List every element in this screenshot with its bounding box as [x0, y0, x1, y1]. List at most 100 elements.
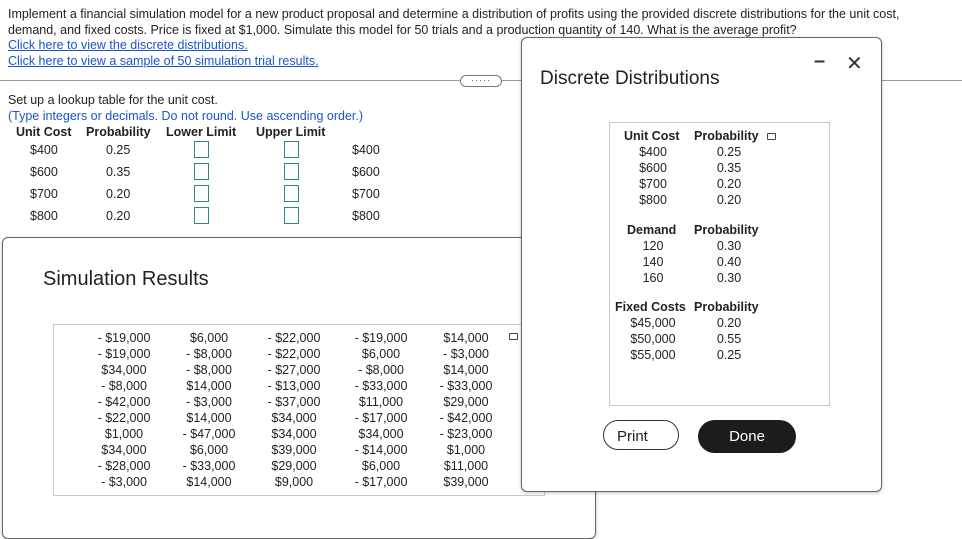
unit-cost-values: $400 $600 $700 $800 — [638, 144, 668, 208]
print-button[interactable]: Print — [603, 420, 679, 450]
sim-cell: $34,000 — [271, 427, 317, 441]
lower-limit-input-2[interactable] — [194, 185, 209, 202]
view-results-link[interactable]: Click here to view a sample of 50 simula… — [8, 54, 319, 68]
sim-cell: - $42,000 — [97, 395, 151, 409]
header-upper-limit: Upper Limit — [256, 125, 326, 139]
lookup-value-0: $400 — [352, 143, 380, 157]
upper-limit-input-1[interactable] — [284, 163, 299, 180]
unit-cost-probs: 0.25 0.35 0.20 0.20 — [714, 144, 744, 208]
sim-cell: - $33,000 — [354, 379, 408, 393]
unit-cost-prob: 0.35 — [716, 161, 742, 175]
distributions-title: Discrete Distributions — [540, 68, 720, 89]
sim-cell: $34,000 — [271, 411, 317, 425]
close-icon[interactable]: ✕ — [846, 53, 863, 75]
sim-cell: - $19,000 — [97, 347, 151, 361]
sim-column-5: $14,000 - $3,000 $14,000 - $33,000 $29,0… — [426, 330, 506, 490]
demand-prob-header: Probability — [694, 223, 759, 237]
sim-cell: $14,000 — [443, 331, 489, 345]
lookup-prob-1: 0.35 — [106, 165, 131, 179]
copy-icon[interactable] — [509, 333, 518, 340]
copy-icon[interactable] — [767, 133, 776, 140]
sim-cell: - $28,000 — [97, 459, 151, 473]
lookup-cost-0: $400 — [30, 143, 58, 157]
sim-cell: - $22,000 — [267, 347, 321, 361]
header-lower-limit: Lower Limit — [166, 125, 237, 139]
fixed-costs-prob-header: Probability — [694, 300, 759, 314]
lower-limit-input-1[interactable] — [194, 163, 209, 180]
demand-value: 140 — [642, 255, 664, 269]
sim-cell: - $23,000 — [439, 427, 493, 441]
lower-limit-input-3[interactable] — [194, 207, 209, 224]
sim-cell: $11,000 — [358, 395, 404, 409]
fixed-cost-prob: 0.55 — [716, 332, 742, 346]
demand-prob: 0.40 — [716, 255, 742, 269]
sim-cell: - $47,000 — [182, 427, 236, 441]
unit-cost-prob: 0.20 — [716, 193, 742, 207]
sim-cell: $39,000 — [443, 475, 489, 489]
sim-cell: - $27,000 — [267, 363, 321, 377]
header-probability: Probability — [86, 125, 151, 139]
sim-cell: - $19,000 — [97, 331, 151, 345]
upper-limit-input-2[interactable] — [284, 185, 299, 202]
sim-column-4: - $19,000 $6,000 - $8,000 - $33,000 $11,… — [341, 330, 421, 490]
lookup-instruction: Set up a lookup table for the unit cost. — [8, 93, 218, 107]
sim-cell: $14,000 — [443, 363, 489, 377]
simulation-results-window: Simulation Results ✕ - $19,000 - $19,000… — [2, 237, 596, 539]
demand-probs: 0.30 0.40 0.30 — [714, 238, 744, 286]
lookup-prob-3: 0.20 — [106, 209, 131, 223]
sim-cell: - $8,000 — [358, 363, 404, 377]
sim-column-2: $6,000 - $8,000 - $8,000 $14,000 - $3,00… — [169, 330, 249, 490]
sim-cell: $14,000 — [186, 411, 232, 425]
lower-limit-input-0[interactable] — [194, 141, 209, 158]
done-button[interactable]: Done — [698, 420, 796, 453]
minimize-icon[interactable]: – — [814, 50, 826, 72]
simulation-table: - $19,000 - $19,000 $34,000 - $8,000 - $… — [53, 324, 545, 496]
unit-cost-value: $400 — [639, 145, 667, 159]
sim-cell: - $37,000 — [267, 395, 321, 409]
sim-cell: - $3,000 — [443, 347, 489, 361]
demand-value: 160 — [642, 271, 664, 285]
demand-value: 120 — [642, 239, 664, 253]
sim-cell: $34,000 — [358, 427, 404, 441]
sim-cell: $1,000 — [104, 427, 144, 441]
sim-column-3: - $22,000 - $22,000 - $27,000 - $13,000 … — [254, 330, 334, 490]
unit-cost-value: $700 — [639, 177, 667, 191]
sim-cell: - $33,000 — [182, 459, 236, 473]
sim-cell: - $8,000 — [186, 347, 232, 361]
view-distributions-link[interactable]: Click here to view the discrete distribu… — [8, 38, 248, 52]
sim-cell: $34,000 — [101, 363, 147, 377]
expand-dots-button[interactable]: ····· — [460, 75, 502, 87]
lookup-cost-1: $600 — [30, 165, 58, 179]
upper-limit-input-0[interactable] — [284, 141, 299, 158]
sim-cell: - $19,000 — [354, 331, 408, 345]
sim-cell: - $3,000 — [186, 395, 232, 409]
demand-values: 120 140 160 — [638, 238, 668, 286]
sim-cell: $1,000 — [446, 443, 486, 457]
fixed-costs-probs: 0.20 0.55 0.25 — [714, 315, 744, 363]
lookup-prob-0: 0.25 — [106, 143, 131, 157]
question-text: Implement a financial simulation model f… — [8, 7, 900, 37]
lookup-value-3: $800 — [352, 209, 380, 223]
fixed-cost-value: $50,000 — [630, 332, 676, 346]
sim-cell: $39,000 — [271, 443, 317, 457]
distributions-table: Unit Cost Probability $400 $600 $700 $80… — [609, 122, 830, 406]
sim-cell: $6,000 — [189, 443, 229, 457]
lookup-hint: (Type integers or decimals. Do not round… — [8, 109, 364, 123]
fixed-cost-prob: 0.20 — [716, 316, 742, 330]
discrete-distributions-window: Discrete Distributions – ✕ Unit Cost Pro… — [521, 37, 882, 492]
sim-column-1: - $19,000 - $19,000 $34,000 - $8,000 - $… — [84, 330, 164, 490]
lookup-value-2: $700 — [352, 187, 380, 201]
fixed-costs-values: $45,000 $50,000 $55,000 — [627, 315, 679, 363]
sim-cell: - $14,000 — [354, 443, 408, 457]
sim-cell: $14,000 — [186, 475, 232, 489]
fixed-cost-prob: 0.25 — [716, 348, 742, 362]
sim-cell: $14,000 — [186, 379, 232, 393]
sim-cell: $11,000 — [443, 459, 489, 473]
lookup-cost-3: $800 — [30, 209, 58, 223]
upper-limit-input-3[interactable] — [284, 207, 299, 224]
sim-cell: $29,000 — [443, 395, 489, 409]
sim-cell: - $3,000 — [101, 475, 147, 489]
lookup-cost-2: $700 — [30, 187, 58, 201]
sim-cell: - $17,000 — [354, 475, 408, 489]
unit-cost-value: $800 — [639, 193, 667, 207]
